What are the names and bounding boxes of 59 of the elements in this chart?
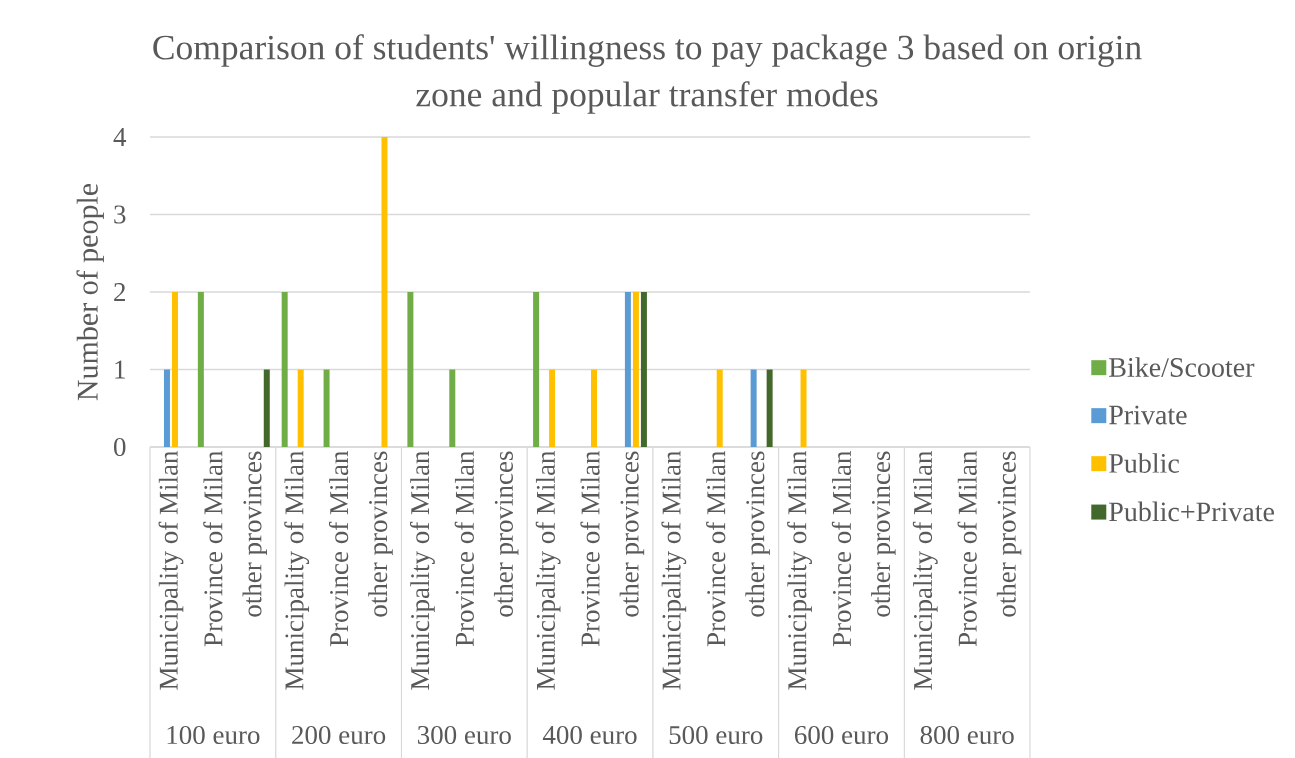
bar <box>716 369 723 447</box>
legend-label: Private <box>1109 405 1187 425</box>
legend-label: Bike/Scooter <box>1109 357 1255 377</box>
x-tick-label: other provinces <box>493 451 519 617</box>
chart-title: Comparison of students' willingness to pay package 3 based on origin zone and popular transfer modes <box>153 34 1142 114</box>
x-tick-label: Province of Milan <box>328 450 349 647</box>
bar <box>171 292 178 447</box>
bar <box>449 369 456 447</box>
text: 400 euro <box>542 725 637 745</box>
bar <box>766 369 773 447</box>
x-tick-label: other provinces <box>619 451 645 617</box>
y-tick-label: 4 <box>113 128 127 146</box>
x-tick-label: Municipality of Milan <box>535 450 561 690</box>
x-tick-label: other provinces <box>745 451 770 617</box>
text: 300 euro <box>417 725 511 745</box>
x-tick-label: Municipality of Milan <box>158 450 184 690</box>
legend-label: Public <box>1109 453 1179 473</box>
text: 100 euro <box>167 725 260 745</box>
bar <box>263 369 270 447</box>
x-tick-label: other provinces <box>996 451 1022 617</box>
x-tick-label: Province of Milan <box>203 450 223 647</box>
bar <box>549 369 556 447</box>
x-tick-label: Province of Milan <box>957 450 977 647</box>
legend-label: Public+Private <box>1109 501 1274 522</box>
bar <box>381 137 388 447</box>
bar <box>297 369 304 447</box>
x-tick-label: Municipality of Milan <box>409 450 435 690</box>
bar <box>533 292 540 447</box>
y-tick-label: 1 <box>115 360 125 379</box>
bar <box>407 292 414 447</box>
bar <box>163 369 170 447</box>
y-tick-label: 0 <box>114 437 126 457</box>
x-tick-label: Province of Milan <box>454 450 474 647</box>
bar <box>640 292 647 447</box>
bar <box>197 292 204 447</box>
bar <box>323 369 330 447</box>
y-axis-title: Number of people <box>76 183 104 401</box>
bar <box>800 369 807 447</box>
x-tick-label: Province of Milan <box>580 450 600 647</box>
y-tick-label: 3 <box>114 205 126 224</box>
x-tick-label: other provinces <box>242 451 268 617</box>
x-tick-label: Municipality of Milan <box>661 450 687 690</box>
text: 200 euro <box>292 725 386 745</box>
bar <box>624 292 631 447</box>
x-tick-label: Municipality of Milan <box>912 450 938 690</box>
text: 600 euro <box>794 725 889 745</box>
x-tick-label: Province of Milan <box>706 450 726 647</box>
bar <box>632 292 639 447</box>
x-tick-label: other provinces <box>368 451 393 617</box>
x-tick-label: Province of Milan <box>831 450 852 647</box>
bar <box>750 369 757 447</box>
x-tick-label: other provinces <box>871 451 896 617</box>
x-tick-label: Municipality of Milan <box>787 450 812 690</box>
text: 800 euro <box>920 725 1014 745</box>
bar <box>281 292 288 447</box>
y-tick-label: 2 <box>114 283 125 301</box>
x-tick-label: Municipality of Milan <box>284 450 310 690</box>
text: 500 euro <box>669 725 763 745</box>
bar <box>591 369 598 447</box>
